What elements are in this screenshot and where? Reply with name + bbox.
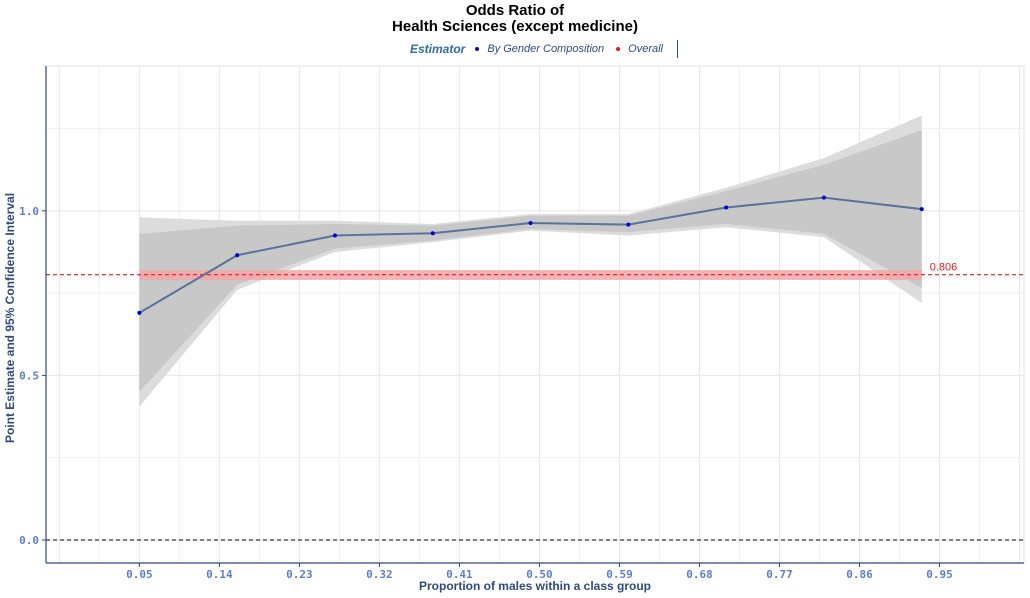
- x-tick-label: 0.23: [286, 568, 313, 581]
- y-tick-label: 0.5: [19, 369, 39, 382]
- chart-title-line-1: Odds Ratio of: [465, 2, 565, 19]
- x-tick-label: 0.59: [606, 568, 633, 581]
- data-point: [332, 233, 337, 238]
- series-layer: 0.806: [46, 195, 1024, 541]
- x-tick-label: 0.14: [206, 568, 233, 581]
- data-point: [528, 220, 533, 225]
- y-axis-title: Point Estimate and 95% Confidence Interv…: [3, 193, 17, 443]
- data-point: [919, 207, 924, 212]
- x-tick-label: 0.95: [926, 568, 953, 581]
- data-point: [626, 222, 631, 227]
- y-tick-label: 0.0: [19, 534, 39, 547]
- ci95-band-outer: [139, 115, 922, 407]
- data-point: [137, 310, 142, 315]
- overall-value-label: 0.806: [930, 262, 958, 274]
- x-axis-title: Proportion of males within a class group: [419, 579, 651, 593]
- legend-entry-overall: Overall: [628, 43, 663, 55]
- legend-dot-overall: [616, 47, 621, 51]
- data-point: [430, 231, 435, 236]
- x-tick-label: 0.77: [766, 568, 793, 581]
- x-tick-label: 0.68: [686, 568, 713, 581]
- x-tick-label: 0.41: [446, 568, 473, 581]
- legend-title: Estimator: [410, 42, 466, 56]
- data-point: [235, 253, 240, 258]
- data-point: [821, 195, 826, 200]
- chart-title-line-2: Health Sciences (except medicine): [392, 18, 638, 35]
- y-tick-label: 1.0: [19, 205, 39, 218]
- legend: Estimator By Gender Composition Overall: [410, 40, 678, 58]
- x-tick-label: 0.05: [126, 568, 153, 581]
- axes: 0.05 0.14 0.23 0.32 0.41 0.50 0.59 0.68 0.77 0.86…: [19, 66, 1024, 581]
- legend-dot-by-gender: [475, 47, 480, 51]
- ci95-band-inner: [139, 130, 922, 392]
- data-point: [724, 205, 729, 210]
- legend-entry-by-gender: By Gender Composition: [487, 43, 605, 55]
- x-tick-label: 0.50: [526, 568, 553, 581]
- x-tick-label: 0.86: [846, 568, 873, 581]
- x-tick-label: 0.32: [366, 568, 393, 581]
